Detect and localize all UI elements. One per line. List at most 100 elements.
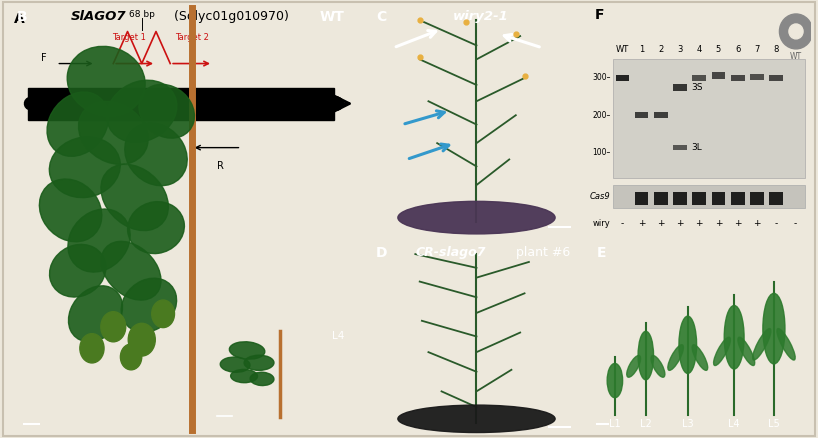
- Bar: [673, 84, 687, 91]
- Text: +: +: [715, 219, 722, 228]
- Text: L4: L4: [728, 419, 740, 429]
- Bar: [654, 192, 667, 205]
- Circle shape: [80, 334, 104, 363]
- Text: 1: 1: [639, 45, 645, 53]
- Text: +: +: [695, 219, 703, 228]
- Ellipse shape: [220, 357, 250, 372]
- Text: A: A: [14, 11, 25, 25]
- Text: +: +: [789, 24, 802, 39]
- Bar: [730, 192, 744, 205]
- Text: R: R: [217, 161, 223, 171]
- Text: +: +: [638, 219, 645, 228]
- Text: B: B: [17, 10, 28, 24]
- Ellipse shape: [68, 209, 130, 272]
- Circle shape: [780, 14, 812, 49]
- Ellipse shape: [231, 369, 258, 383]
- Text: C: C: [376, 11, 386, 25]
- Ellipse shape: [49, 137, 120, 198]
- Bar: [616, 75, 629, 81]
- Ellipse shape: [713, 337, 730, 366]
- Ellipse shape: [121, 278, 177, 332]
- Circle shape: [120, 344, 142, 370]
- Text: Target 2: Target 2: [174, 33, 209, 42]
- Text: WT: WT: [616, 45, 629, 53]
- Text: D: D: [376, 246, 388, 260]
- Ellipse shape: [47, 92, 109, 156]
- Ellipse shape: [692, 345, 708, 371]
- Text: +: +: [676, 219, 684, 228]
- Bar: [750, 74, 764, 80]
- Ellipse shape: [627, 356, 640, 377]
- Text: 100–: 100–: [592, 148, 610, 157]
- Ellipse shape: [679, 316, 697, 374]
- Ellipse shape: [106, 80, 177, 142]
- Ellipse shape: [398, 405, 555, 433]
- Text: 3S: 3S: [691, 83, 703, 92]
- Text: E: E: [597, 246, 607, 260]
- Bar: [654, 112, 667, 118]
- Bar: [730, 75, 744, 81]
- Bar: [635, 112, 649, 118]
- Text: +: +: [753, 219, 761, 228]
- Text: 5: 5: [716, 45, 721, 53]
- Text: (Solyc01g010970): (Solyc01g010970): [170, 10, 289, 22]
- Text: +: +: [734, 219, 741, 228]
- Ellipse shape: [50, 244, 106, 297]
- Text: SlAGO7: SlAGO7: [70, 10, 126, 22]
- Text: 8: 8: [774, 45, 779, 53]
- Text: 300–: 300–: [592, 74, 610, 82]
- Text: 2: 2: [658, 45, 663, 53]
- Ellipse shape: [724, 305, 744, 369]
- Text: Target 1: Target 1: [112, 33, 146, 42]
- Ellipse shape: [763, 293, 785, 364]
- Text: WT: WT: [320, 10, 344, 24]
- Text: 7: 7: [754, 45, 760, 53]
- Ellipse shape: [607, 364, 622, 398]
- Text: -: -: [621, 219, 624, 228]
- Text: L1: L1: [609, 419, 621, 429]
- Ellipse shape: [753, 328, 771, 360]
- Ellipse shape: [39, 179, 101, 242]
- Ellipse shape: [139, 85, 195, 138]
- Ellipse shape: [128, 201, 184, 254]
- Bar: [28, 88, 334, 120]
- Bar: [712, 72, 726, 79]
- Bar: [769, 75, 783, 81]
- Ellipse shape: [101, 241, 161, 300]
- Bar: [712, 192, 726, 205]
- Ellipse shape: [667, 345, 683, 371]
- Text: L3: L3: [682, 419, 694, 429]
- Ellipse shape: [67, 46, 145, 116]
- Text: wiry: wiry: [593, 219, 610, 228]
- Bar: [673, 192, 687, 205]
- Text: F: F: [595, 8, 605, 22]
- Circle shape: [128, 323, 155, 356]
- Ellipse shape: [244, 355, 274, 371]
- Ellipse shape: [79, 101, 148, 164]
- Text: 68 bp: 68 bp: [128, 10, 155, 18]
- Text: L4: L4: [332, 331, 344, 340]
- Ellipse shape: [651, 356, 665, 377]
- Ellipse shape: [250, 372, 274, 385]
- Ellipse shape: [638, 331, 654, 380]
- Circle shape: [101, 312, 126, 342]
- Text: CR-slago7: CR-slago7: [416, 246, 486, 259]
- Bar: [692, 75, 706, 81]
- Ellipse shape: [125, 123, 187, 186]
- Ellipse shape: [398, 201, 555, 234]
- Ellipse shape: [777, 328, 795, 360]
- Circle shape: [151, 300, 174, 328]
- Text: plant #6: plant #6: [516, 246, 570, 259]
- Bar: [613, 185, 805, 208]
- Text: -: -: [775, 219, 778, 228]
- Text: Cas9: Cas9: [590, 192, 610, 201]
- Bar: [613, 60, 805, 178]
- Circle shape: [789, 24, 803, 39]
- Text: 200–: 200–: [592, 111, 610, 120]
- Bar: [673, 145, 687, 150]
- Text: wiry2-1: wiry2-1: [453, 11, 509, 24]
- Text: 6: 6: [735, 45, 740, 53]
- Text: L5: L5: [768, 419, 780, 429]
- Text: L2: L2: [640, 419, 652, 429]
- Text: F: F: [41, 53, 47, 63]
